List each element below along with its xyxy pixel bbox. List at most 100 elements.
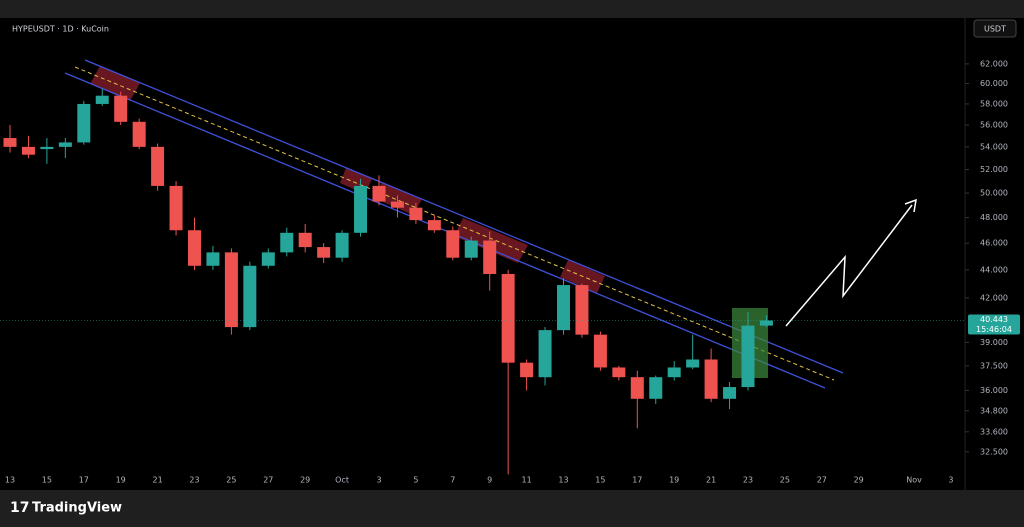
candle-body (630, 377, 644, 399)
x-tick-label: 19 (116, 476, 126, 485)
channel-upper (84, 59, 844, 374)
x-tick-label: 17 (632, 476, 642, 485)
candle-body (741, 325, 755, 388)
y-tick-label: 54.000 (980, 142, 1008, 151)
candle-body (21, 146, 35, 155)
currency-button-label[interactable]: USDT (984, 25, 1006, 34)
candle-body (390, 201, 404, 208)
candle-body (3, 138, 17, 147)
candle-body (151, 146, 165, 186)
highlight-box (454, 218, 528, 263)
x-tick-label: 29 (854, 476, 864, 485)
x-tick-label: 27 (263, 476, 273, 485)
candle-body (446, 230, 460, 258)
x-tick-label: Nov (906, 476, 922, 485)
x-tick-label: 9 (487, 476, 492, 485)
brand-logo-mark: 17 (10, 500, 29, 516)
x-tick-label: Oct (335, 476, 349, 485)
candle-body (686, 359, 700, 368)
y-tick-label: 34.800 (980, 406, 1008, 415)
y-tick-label: 42.000 (980, 293, 1008, 302)
candle-body (409, 207, 423, 221)
candle-body (557, 285, 570, 331)
candle-body (243, 265, 257, 328)
x-tick-label: 21 (706, 476, 716, 485)
candle-body (77, 103, 91, 143)
y-tick-label: 50.000 (980, 189, 1008, 198)
candle-body (261, 252, 275, 266)
candle-body (335, 232, 349, 258)
x-tick-label: 3 (948, 476, 953, 485)
x-tick-label: 25 (780, 476, 790, 485)
channel-mid (74, 66, 835, 381)
candle-body (280, 232, 294, 253)
candle-body (520, 362, 534, 378)
x-tick-label: 23 (189, 476, 199, 485)
y-tick-label: 52.000 (980, 165, 1008, 174)
y-tick-label: 58.000 (980, 99, 1008, 108)
channel-lower (64, 72, 826, 389)
y-tick-label: 36.000 (980, 386, 1008, 395)
candle-body (759, 320, 773, 326)
x-tick-label: 19 (669, 476, 679, 485)
x-tick-label: 15 (42, 476, 52, 485)
arrow-head (904, 198, 917, 213)
candle-body (427, 220, 441, 231)
candle-body (723, 387, 737, 399)
y-tick-label: 39.000 (980, 338, 1008, 347)
candle-body (483, 240, 497, 274)
projection-arrow (785, 204, 913, 327)
y-tick-label: 37.500 (980, 361, 1008, 370)
y-tick-label: 48.000 (980, 213, 1008, 222)
y-tick-label: 62.000 (980, 59, 1008, 68)
candle-body (114, 95, 128, 122)
candle-body (58, 142, 72, 147)
y-tick-label: 46.000 (980, 239, 1008, 248)
candles (0, 88, 965, 475)
brand: TradingView (32, 501, 122, 516)
x-tick-label: 23 (743, 476, 753, 485)
x-tick-label: 15 (595, 476, 605, 485)
currency-button[interactable] (973, 19, 1017, 38)
candle-body (649, 377, 663, 399)
candle-body (298, 232, 312, 248)
candle-body (612, 367, 626, 378)
y-tick-label: 56.000 (980, 121, 1008, 130)
x-tick-label: 3 (376, 476, 381, 485)
candle-body (464, 240, 478, 258)
y-tick-label: 32.500 (980, 447, 1008, 456)
candle-body (40, 146, 54, 150)
candle-body (501, 273, 515, 363)
candle-body (593, 334, 607, 368)
x-tick-label: 7 (450, 476, 455, 485)
candle-body (169, 185, 183, 231)
chart-title: HYPEUSDT · 1D · KuCoin (12, 25, 109, 34)
candle-body (317, 247, 331, 258)
y-tick-label: 44.000 (980, 265, 1008, 274)
y-tick-label: 60.000 (980, 79, 1008, 88)
candle-body (224, 252, 238, 328)
candle-body (206, 252, 220, 266)
x-tick-label: 21 (153, 476, 163, 485)
price-tag (968, 314, 1020, 335)
x-tick-label: 13 (558, 476, 568, 485)
x-tick-label: 27 (817, 476, 827, 485)
candle-body (132, 121, 146, 147)
highlight-box (374, 182, 422, 215)
x-tick-label: 17 (79, 476, 89, 485)
x-tick-label: 13 (5, 476, 15, 485)
price-tag-value: 40.443 (980, 315, 1008, 324)
candle-body (667, 367, 681, 378)
candle-body (538, 330, 552, 378)
candle-body (575, 285, 589, 335)
x-tick-label: 5 (413, 476, 418, 485)
price-tag-countdown: 15:46:04 (976, 325, 1012, 334)
candle-body (704, 359, 718, 399)
candle-body (354, 185, 368, 233)
candle-body (372, 185, 386, 202)
footer (0, 490, 1024, 527)
y-tick-label: 33.600 (980, 427, 1008, 436)
candle-body (188, 230, 201, 266)
